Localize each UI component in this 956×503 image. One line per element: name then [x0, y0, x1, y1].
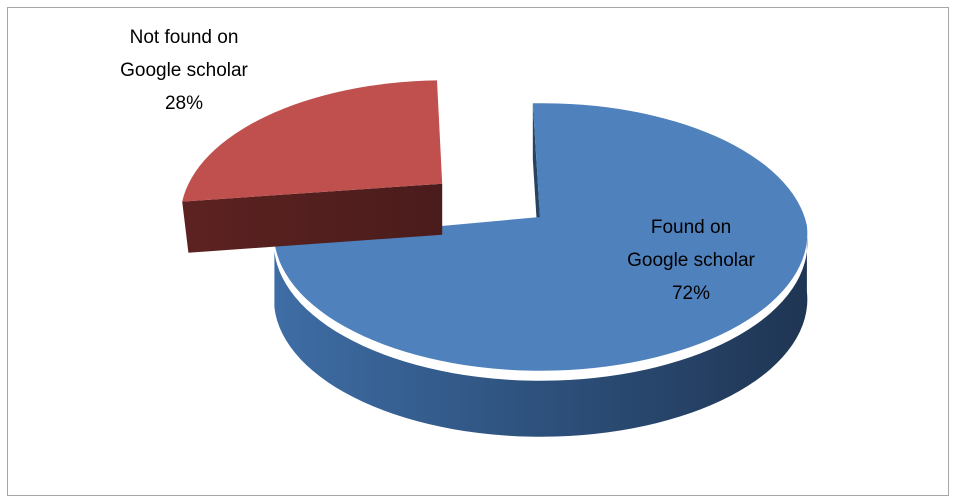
- slice-not-found-on-google-scholar: [182, 80, 443, 253]
- label-found-line-2: Google scholar: [627, 250, 755, 271]
- slice-found-side: [274, 235, 808, 437]
- label-not-found: Not found on Google scholar 28%: [120, 27, 248, 114]
- label-not-found-line-1: Not found on: [130, 27, 239, 48]
- label-not-found-line-2: Google scholar: [120, 60, 248, 81]
- label-found-line-1: Found on: [651, 217, 731, 238]
- slice-found-on-google-scholar: [274, 103, 808, 437]
- slice-found-top: [274, 103, 808, 371]
- label-not-found-percent: 28%: [165, 93, 203, 114]
- label-found-percent: 72%: [672, 283, 710, 304]
- slice-not-found-side: [182, 183, 443, 253]
- slice-not-found-top: [182, 80, 443, 202]
- label-found: Found on Google scholar 72%: [627, 217, 755, 304]
